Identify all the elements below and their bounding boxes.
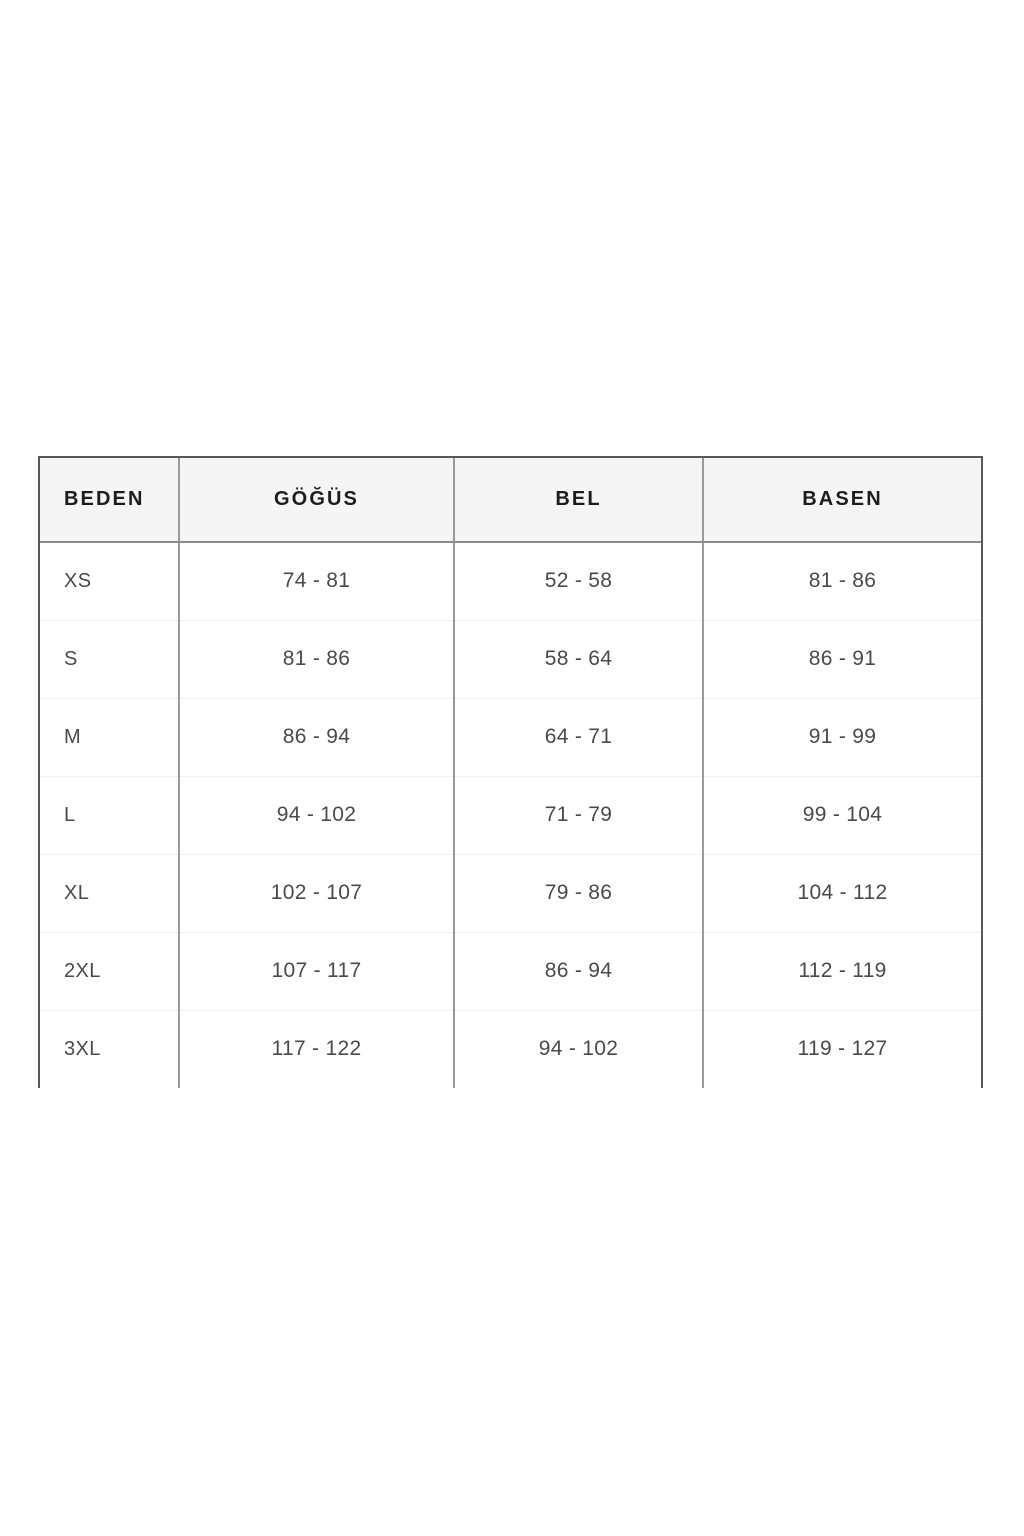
cell-size-label: 2XL [40,931,180,1010]
cell-gogus: 86 - 94 [179,697,455,776]
cell-gogus: 107 - 117 [179,931,455,1010]
cell-bel: 94 - 102 [454,1009,704,1088]
size-chart-body: XS 74 - 81 52 - 58 81 - 86 S 81 - 86 58 … [40,542,981,1088]
cell-gogus: 117 - 122 [179,1009,455,1088]
cell-size-label: XS [40,542,180,620]
cell-basen: 99 - 104 [703,775,981,854]
cell-bel: 79 - 86 [454,853,704,932]
column-header-gogus: GÖĞÜS [179,458,455,543]
size-chart-header: BEDEN GÖĞÜS BEL BASEN [40,458,981,543]
cell-bel: 64 - 71 [454,697,704,776]
cell-gogus: 74 - 81 [179,542,455,620]
cell-basen: 104 - 112 [703,853,981,932]
table-row: XL 102 - 107 79 - 86 104 - 112 [40,853,981,932]
cell-gogus: 94 - 102 [179,775,455,854]
column-header-basen: BASEN [703,458,981,543]
table-row: 3XL 117 - 122 94 - 102 119 - 127 [40,1009,981,1088]
table-row: 2XL 107 - 117 86 - 94 112 - 119 [40,931,981,1010]
cell-gogus: 102 - 107 [179,853,455,932]
cell-size-label: S [40,619,180,698]
cell-basen: 112 - 119 [703,931,981,1010]
table-header-row: BEDEN GÖĞÜS BEL BASEN [40,458,981,543]
table-row: S 81 - 86 58 - 64 86 - 91 [40,619,981,698]
cell-size-label: L [40,775,180,854]
cell-basen: 81 - 86 [703,542,981,620]
cell-basen: 91 - 99 [703,697,981,776]
size-chart-table-container: BEDEN GÖĞÜS BEL BASEN XS 74 - 81 52 - 58… [38,456,983,1088]
cell-bel: 58 - 64 [454,619,704,698]
cell-bel: 71 - 79 [454,775,704,854]
cell-bel: 52 - 58 [454,542,704,620]
cell-size-label: XL [40,853,180,932]
cell-size-label: 3XL [40,1009,180,1088]
table-row: M 86 - 94 64 - 71 91 - 99 [40,697,981,776]
cell-basen: 119 - 127 [703,1009,981,1088]
column-header-beden: BEDEN [40,458,180,543]
cell-bel: 86 - 94 [454,931,704,1010]
cell-size-label: M [40,697,180,776]
cell-basen: 86 - 91 [703,619,981,698]
column-header-bel: BEL [454,458,704,543]
table-row: L 94 - 102 71 - 79 99 - 104 [40,775,981,854]
table-row: XS 74 - 81 52 - 58 81 - 86 [40,542,981,620]
size-chart-table: BEDEN GÖĞÜS BEL BASEN XS 74 - 81 52 - 58… [40,458,981,1088]
cell-gogus: 81 - 86 [179,619,455,698]
